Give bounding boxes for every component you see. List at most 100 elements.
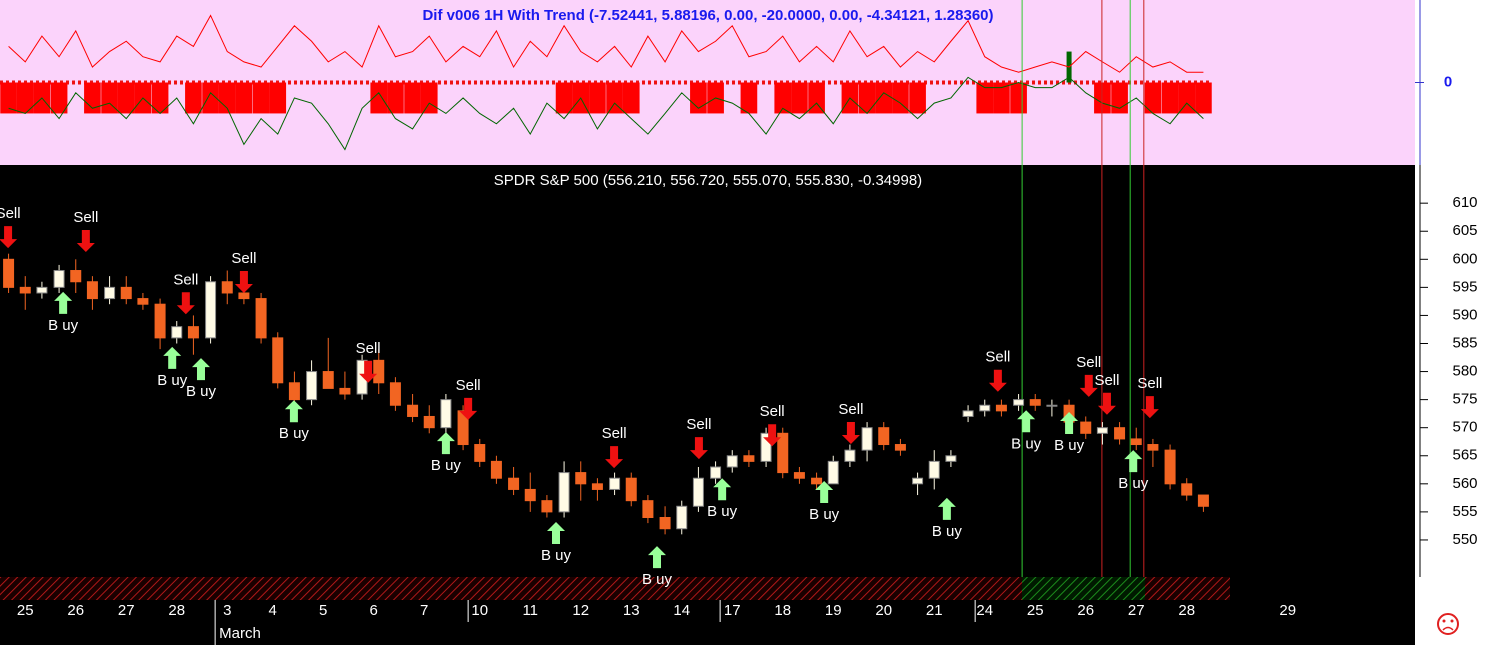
candle-body: [861, 427, 873, 451]
signal-label: Sell: [73, 209, 98, 226]
candle-body: [541, 500, 553, 513]
signal-label: Sell: [1137, 375, 1162, 392]
candle-body: [3, 258, 15, 288]
candle-body: [1181, 483, 1193, 496]
x-tick-label: 17: [724, 602, 741, 619]
x-tick-label: 19: [825, 602, 842, 619]
sell-arrow: [689, 437, 708, 460]
signal-label: B uy: [541, 547, 572, 564]
candle-body: [86, 281, 98, 300]
x-tick-label: 4: [269, 602, 277, 619]
sell-arrow: [0, 226, 18, 249]
candle-body: [373, 359, 385, 384]
date-axis: [0, 600, 1415, 645]
trend-bar: [387, 82, 404, 114]
candle-body: [912, 477, 924, 485]
signal-label: B uy: [279, 425, 310, 442]
sell-arrow: [176, 292, 195, 315]
buy-arrow: [547, 521, 566, 544]
candle-body: [137, 298, 149, 305]
signal-label: B uy: [707, 503, 738, 520]
candle-body: [676, 505, 688, 530]
signal-label: B uy: [1011, 435, 1042, 452]
candle-body: [272, 337, 284, 384]
candle-body: [827, 460, 839, 485]
trend-bar: [185, 82, 202, 114]
candle-body: [692, 477, 704, 507]
candle-body: [894, 444, 906, 451]
signal-label: Sell: [173, 271, 198, 288]
signal-label: Sell: [456, 377, 481, 394]
trend-bar: [1010, 82, 1027, 114]
candle-body: [844, 449, 856, 462]
candle-body: [1114, 427, 1126, 440]
candle-body: [36, 286, 48, 294]
trend-bar: [84, 82, 101, 114]
y-tick-label: 605: [1452, 222, 1477, 239]
signal-label: Sell: [1076, 354, 1101, 371]
signal-label: Sell: [1094, 372, 1119, 389]
signal-label: Sell: [0, 205, 21, 222]
trend-bar: [892, 82, 909, 114]
signal-label: B uy: [642, 571, 673, 588]
candle-body: [928, 460, 940, 479]
trend-bar: [235, 82, 253, 114]
trend-bar: [555, 82, 573, 114]
trend-bar: [1178, 82, 1196, 114]
x-tick-label: 26: [67, 602, 84, 619]
signal-label: B uy: [431, 457, 462, 474]
signal-label: B uy: [1054, 437, 1085, 454]
candle-body: [962, 410, 974, 417]
signal-label: Sell: [686, 416, 711, 433]
trend-bar: [1144, 82, 1162, 114]
x-tick-label: 10: [471, 602, 488, 619]
sell-arrow: [763, 424, 782, 447]
signal-label: Sell: [985, 349, 1010, 366]
candle-body: [995, 404, 1007, 412]
y-tick-label: 580: [1452, 363, 1477, 380]
x-tick-label: 20: [875, 602, 892, 619]
buy-arrow: [436, 432, 455, 455]
trend-bar: [1094, 82, 1111, 114]
trend-bar: [1195, 82, 1212, 114]
x-tick-label: 12: [572, 602, 589, 619]
signal-label: B uy: [932, 523, 963, 540]
candle-body: [1046, 404, 1058, 407]
trend-bar: [875, 82, 893, 114]
buy-arrow: [163, 346, 182, 369]
y-tick-label: 570: [1452, 419, 1477, 436]
candle-body: [591, 483, 603, 490]
candle-body: [659, 517, 671, 530]
candle-body: [945, 455, 957, 462]
x-tick-label: 25: [1027, 602, 1044, 619]
trend-bar: [269, 82, 287, 114]
trend-bar: [370, 82, 388, 114]
sell-arrow: [1097, 392, 1116, 415]
candle-body: [288, 382, 300, 401]
candle-body: [423, 415, 435, 429]
trend-bar: [791, 82, 808, 114]
x-tick-label: 21: [926, 602, 943, 619]
candle-body: [440, 399, 452, 429]
trend-bar: [740, 82, 758, 114]
signal-label: Sell: [760, 403, 785, 420]
x-tick-label: 14: [673, 602, 690, 619]
candle-body: [1197, 494, 1209, 507]
signal-label: B uy: [48, 317, 79, 334]
x-tick-label: 11: [522, 602, 538, 619]
y-tick-label: 560: [1452, 475, 1477, 492]
x-tick-label: 24: [976, 602, 993, 619]
y-tick-label: 555: [1452, 503, 1477, 520]
candle-body: [558, 472, 570, 513]
candle-body: [1147, 444, 1159, 451]
candle-body: [609, 477, 621, 490]
candle-body: [221, 281, 233, 294]
strip-end: [1230, 577, 1415, 600]
candle-body: [524, 488, 536, 502]
candle-body: [322, 371, 334, 389]
buy-arrow: [1060, 411, 1079, 434]
candle-body: [1096, 427, 1108, 434]
trend-bar: [622, 82, 640, 114]
y-tick-label: 610: [1452, 194, 1477, 211]
candle-body: [306, 371, 318, 401]
